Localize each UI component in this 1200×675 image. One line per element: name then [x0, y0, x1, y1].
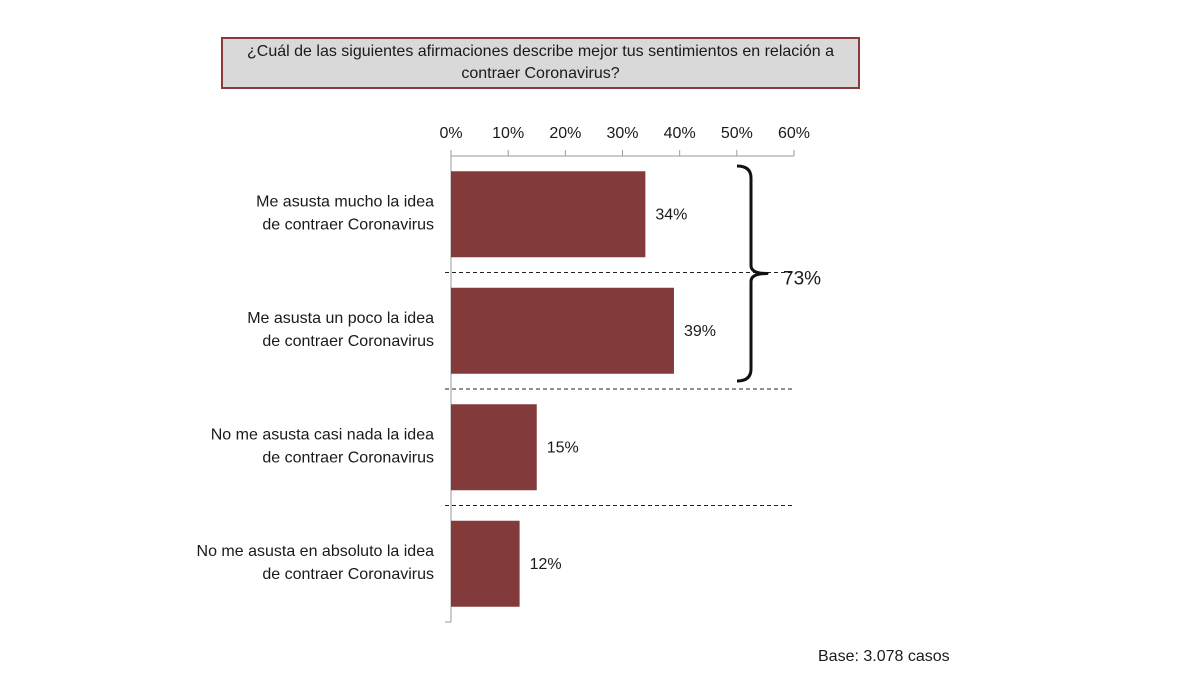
- category-label: de contraer Coronavirus: [262, 566, 434, 583]
- bar-value-label: 12%: [530, 556, 562, 573]
- category-label: Me asusta un poco la idea: [247, 310, 434, 327]
- category-label: de contraer Coronavirus: [262, 216, 434, 233]
- category-label: No me asusta en absoluto la idea: [197, 543, 435, 560]
- bar-value-label: 39%: [684, 323, 716, 340]
- category-label: No me asusta casi nada la idea: [211, 426, 434, 443]
- bar-value-label: 34%: [655, 206, 687, 223]
- x-tick-label: 20%: [549, 125, 581, 142]
- category-label: Me asusta mucho la idea: [256, 193, 434, 210]
- grouping-bracket: [736, 164, 769, 383]
- bar: [451, 520, 520, 607]
- x-tick-label: 50%: [721, 125, 753, 142]
- bar: [451, 171, 646, 258]
- category-label: de contraer Coronavirus: [262, 333, 434, 350]
- x-tick-label: 10%: [492, 125, 524, 142]
- bar-value-label: 15%: [547, 439, 579, 456]
- x-tick-label: 30%: [606, 125, 638, 142]
- category-label: de contraer Coronavirus: [262, 449, 434, 466]
- chart-title: ¿Cuál de las siguientes afirmaciones des…: [221, 37, 860, 89]
- grouping-bracket-label: 73%: [783, 269, 821, 290]
- chart-title-text: ¿Cuál de las siguientes afirmaciones des…: [247, 43, 834, 82]
- bar: [451, 287, 674, 374]
- x-tick-label: 60%: [778, 125, 810, 142]
- base-note: Base: 3.078 casos: [818, 648, 950, 665]
- x-tick-label: 0%: [439, 125, 462, 142]
- bar: [451, 404, 537, 491]
- x-tick-label: 40%: [664, 125, 696, 142]
